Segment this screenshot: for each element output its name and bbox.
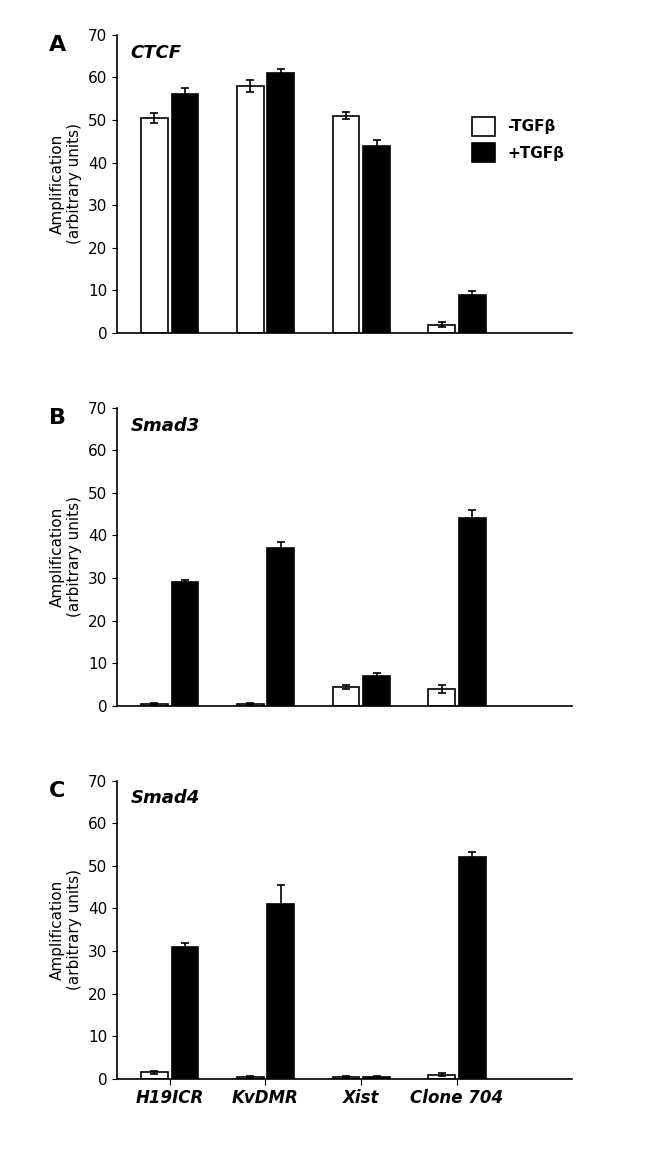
- Bar: [459, 857, 486, 1079]
- Bar: [428, 325, 455, 333]
- Text: B: B: [49, 407, 66, 428]
- Bar: [237, 86, 263, 333]
- Y-axis label: Amplification
(arbitrary units): Amplification (arbitrary units): [50, 496, 83, 617]
- Bar: [267, 904, 294, 1079]
- Bar: [172, 94, 198, 333]
- Bar: [333, 687, 359, 706]
- Bar: [333, 1076, 359, 1079]
- Bar: [459, 295, 486, 333]
- Bar: [333, 116, 359, 333]
- Bar: [428, 1074, 455, 1079]
- Text: C: C: [49, 781, 65, 800]
- Bar: [363, 146, 390, 333]
- Bar: [237, 704, 263, 706]
- Bar: [363, 676, 390, 706]
- Bar: [141, 1072, 168, 1079]
- Bar: [267, 73, 294, 333]
- Bar: [141, 704, 168, 706]
- Text: CTCF: CTCF: [131, 44, 181, 61]
- Text: Smad3: Smad3: [131, 416, 200, 435]
- Text: Smad4: Smad4: [131, 790, 200, 807]
- Bar: [267, 549, 294, 706]
- Bar: [363, 1076, 390, 1079]
- Bar: [172, 582, 198, 706]
- Bar: [459, 519, 486, 706]
- Y-axis label: Amplification
(arbitrary units): Amplification (arbitrary units): [50, 123, 83, 245]
- Bar: [237, 1076, 263, 1079]
- Legend: -TGFβ, +TGFβ: -TGFβ, +TGFβ: [472, 117, 564, 162]
- Bar: [141, 118, 168, 333]
- Y-axis label: Amplification
(arbitrary units): Amplification (arbitrary units): [50, 869, 83, 991]
- Bar: [428, 689, 455, 706]
- Text: A: A: [49, 35, 66, 55]
- Bar: [172, 947, 198, 1079]
